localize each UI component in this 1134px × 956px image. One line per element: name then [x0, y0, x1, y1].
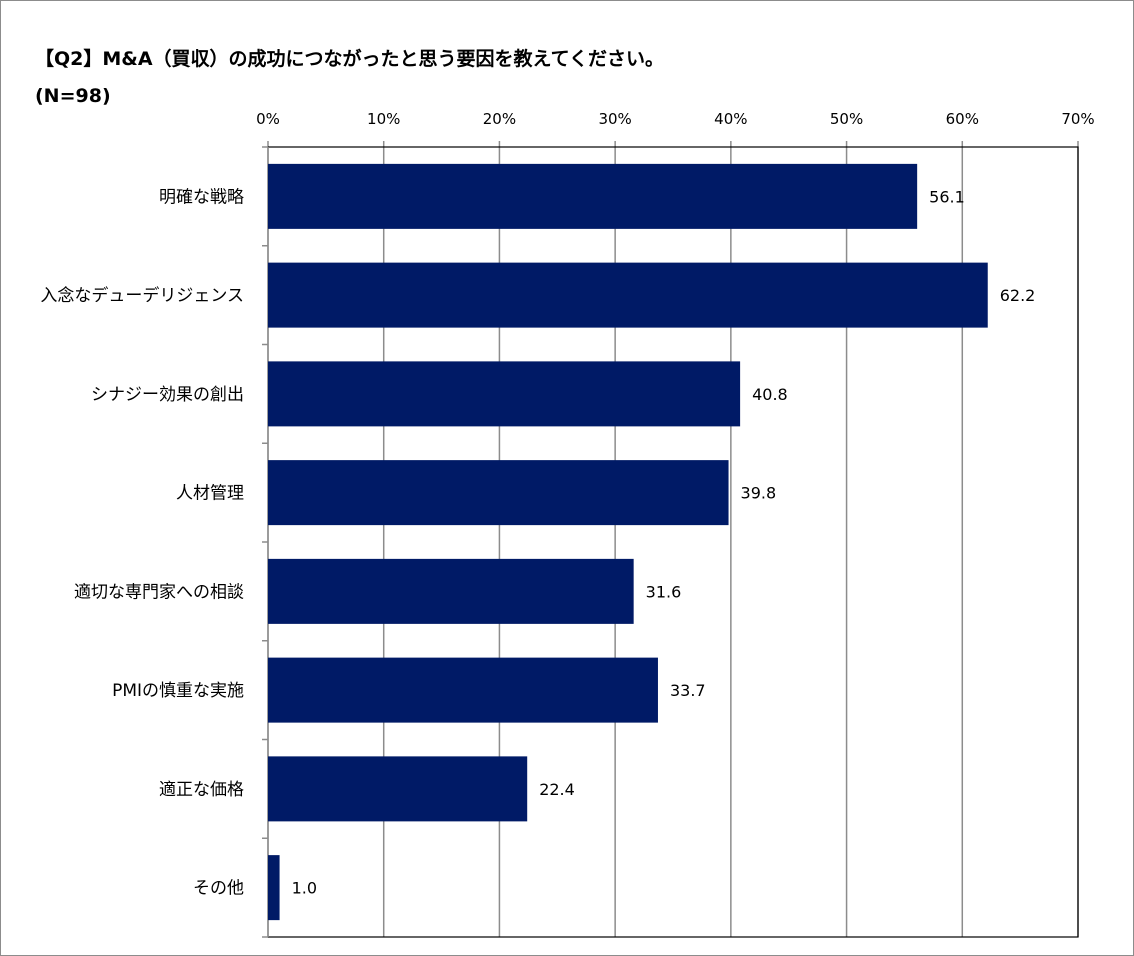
category-label: 適切な専門家への相談 — [74, 582, 244, 602]
x-tick-label: 50% — [830, 110, 863, 128]
category-label: 明確な戦略 — [159, 187, 244, 207]
x-tick-label: 40% — [714, 110, 747, 128]
category-label: 入念なデューデリジェンス — [40, 285, 244, 306]
x-tick-label: 10% — [367, 110, 400, 128]
data-label: 39.8 — [741, 484, 777, 503]
bar — [268, 756, 528, 822]
data-label: 1.0 — [292, 879, 317, 898]
bar — [268, 262, 988, 328]
data-label: 62.2 — [1000, 286, 1036, 305]
chart-subtitle: (N=98) — [35, 85, 111, 107]
bar — [268, 657, 658, 723]
bar — [268, 855, 280, 921]
category-label: 適正な価格 — [159, 780, 244, 800]
data-label: 40.8 — [752, 385, 788, 404]
data-label: 33.7 — [670, 681, 706, 700]
x-tick-label: 0% — [256, 110, 280, 128]
bar — [268, 558, 634, 624]
x-tick-label: 60% — [946, 110, 979, 128]
x-tick-label: 70% — [1061, 110, 1094, 128]
chart-title: 【Q2】M&A（買収）の成功につながったと思う要因を教えてください。 — [35, 48, 665, 70]
data-label: 31.6 — [646, 582, 682, 601]
category-label: シナジー効果の創出 — [91, 385, 244, 405]
category-label: PMIの慎重な実施 — [112, 681, 244, 701]
bar — [268, 460, 729, 526]
bar — [268, 163, 918, 229]
x-tick-label: 20% — [483, 110, 516, 128]
category-label: その他 — [193, 879, 244, 899]
bar — [268, 361, 741, 427]
x-tick-label: 30% — [598, 110, 631, 128]
category-label: 人材管理 — [176, 484, 244, 504]
data-label: 22.4 — [539, 780, 575, 799]
data-label: 56.1 — [929, 187, 965, 206]
